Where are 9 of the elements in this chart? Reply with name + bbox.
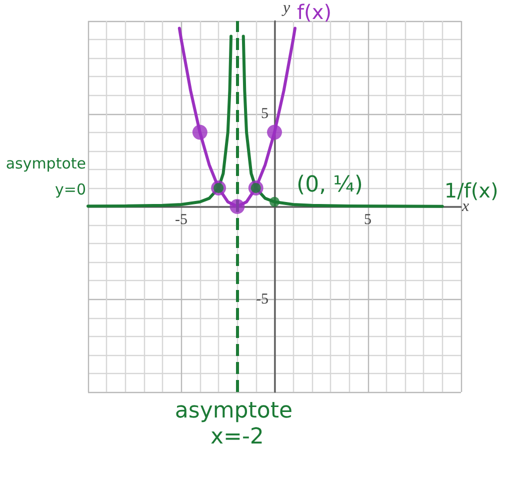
point (230, 199, 245, 214)
annotation: (0, ¼) (296, 172, 363, 198)
series-label: f(x) (297, 0, 332, 24)
annotation: asymptote y=0 (6, 154, 86, 198)
y-axis-title: y (280, 0, 291, 16)
point (270, 196, 280, 207)
ref-line-label: asymptote x=-2 (174, 398, 300, 450)
point (267, 124, 282, 140)
point (192, 124, 208, 140)
